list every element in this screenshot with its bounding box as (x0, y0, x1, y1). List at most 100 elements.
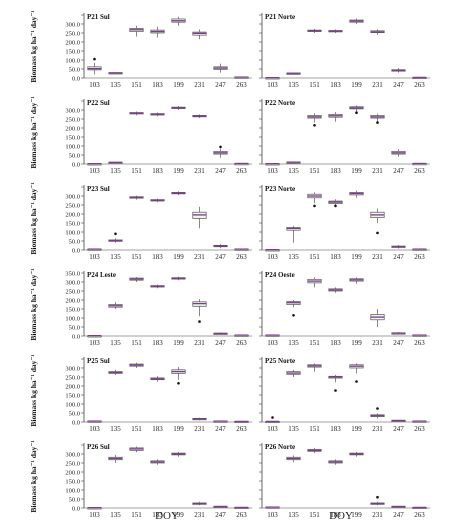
x-tick-label: 151 (309, 81, 320, 89)
panel-title: P21 Sul (87, 13, 110, 21)
facet-panel: P22 Norte 103 135 151 183 199 231 247 263 (259, 99, 430, 175)
outlier-point (376, 231, 379, 235)
y-tick-label: 0.0 (72, 162, 80, 169)
x-tick-label: 103 (267, 511, 278, 519)
x-tick-label: 199 (173, 425, 184, 433)
x-tick-label: 247 (215, 511, 226, 519)
x-tick-label: 247 (215, 81, 226, 89)
x-tick-label: 151 (309, 511, 320, 519)
x-tick-label: 151 (131, 425, 142, 433)
panel-title: P24 Leste (87, 271, 116, 279)
x-tick-label: 103 (267, 425, 278, 433)
y-tick-label: 150.0 (65, 479, 80, 486)
outlier-point (114, 232, 117, 236)
y-tick-label: 300.0 (65, 22, 80, 29)
y-tick-label: 200.0 (65, 470, 80, 477)
x-tick-label: 231 (372, 253, 383, 261)
facet-panel: 0.0 50.0 100.0 150.0 200.0 250.0 300.0 P22 Sul 1… (29, 96, 252, 175)
x-tick-label: 135 (288, 253, 299, 261)
outlier-point (198, 320, 201, 323)
y-tick-label: 200.0 (65, 212, 80, 219)
x-tick-label: 247 (215, 167, 226, 175)
y-tick-label: 50.0 (69, 239, 80, 246)
x-tick-label: 183 (152, 425, 163, 433)
x-tick-label: 135 (288, 167, 299, 175)
facet-panel: P21 Norte 103 135 151 183 199 231 247 263 (259, 13, 430, 89)
x-tick-label: 183 (330, 425, 341, 433)
y-tick-label: 0.0 (72, 420, 80, 427)
x-tick-label: 183 (330, 167, 341, 175)
y-tick-label: 150.0 (65, 307, 80, 314)
facet-panel: P25 Norte 103 135 151 183 199 231 247 263 (259, 357, 430, 433)
y-tick-label: 200.0 (65, 384, 80, 391)
y-tick-label: 100.0 (65, 316, 80, 323)
y-tick-label: 100.0 (65, 488, 80, 495)
x-tick-label: 263 (236, 81, 247, 89)
x-tick-label: 247 (393, 425, 404, 433)
y-tick-label: 300.0 (65, 194, 80, 201)
outlier-point (313, 204, 316, 208)
x-tick-label: 263 (414, 167, 425, 175)
facet-panel: P26 Norte 103 135 151 183 199 231 247 263 (259, 443, 430, 519)
outlier-point (292, 314, 295, 317)
x-tick-label: 135 (110, 167, 121, 175)
x-tick-label: 199 (173, 167, 184, 175)
x-tick-label: 199 (173, 253, 184, 261)
x-tick-label: 231 (194, 81, 205, 89)
facet-panel: 0.0 50.0 100.0 150.0 200.0 250.0 300.0 P26 Sul 1… (29, 440, 252, 519)
x-tick-label: 103 (89, 425, 100, 433)
x-tick-label: 231 (194, 511, 205, 519)
x-tick-label: 183 (152, 81, 163, 89)
panel-title: P25 Sul (87, 357, 110, 365)
x-tick-label: 151 (309, 167, 320, 175)
x-tick-label: 151 (131, 167, 142, 175)
outlier-point (376, 121, 379, 124)
y-tick-label: 250.0 (65, 289, 80, 296)
x-tick-label: 199 (351, 167, 362, 175)
x-tick-label: 151 (309, 253, 320, 261)
y-tick-label: 0.0 (72, 506, 80, 513)
x-tick-label: 135 (288, 81, 299, 89)
outlier-point (334, 389, 337, 392)
x-tick-label: 103 (89, 253, 100, 261)
x-tick-label: 183 (152, 253, 163, 261)
x-tick-label: 231 (194, 425, 205, 433)
y-tick-label: 250.0 (65, 31, 80, 38)
y-tick-label: 200.0 (65, 298, 80, 305)
y-tick-label: 200.0 (65, 40, 80, 47)
y-tick-label: 150.0 (65, 393, 80, 400)
x-tick-label: 183 (330, 253, 341, 261)
facet-panel: P23 Norte 103 135 151 183 199 231 247 263 (259, 185, 430, 261)
y-tick-label: 0.0 (72, 334, 80, 341)
x-tick-label: 247 (393, 253, 404, 261)
x-tick-label: 263 (414, 425, 425, 433)
panel-title: P26 Norte (265, 443, 295, 451)
y-tick-label: 50.0 (69, 325, 80, 332)
x-tick-label: 247 (393, 511, 404, 519)
outlier-point (219, 145, 222, 149)
panel-title: P23 Sul (87, 185, 110, 193)
x-tick-label: 247 (215, 425, 226, 433)
x-tick-label: 151 (131, 339, 142, 347)
x-tick-label: 103 (267, 167, 278, 175)
x-tick-label: 103 (267, 339, 278, 347)
x-tick-label: 263 (236, 511, 247, 519)
y-tick-label: 250.0 (65, 117, 80, 124)
x-tick-label: 183 (330, 511, 341, 519)
x-tick-label: 231 (194, 253, 205, 261)
x-tick-label: 263 (414, 81, 425, 89)
x-tick-label: 263 (414, 253, 425, 261)
y-tick-label: 250.0 (65, 203, 80, 210)
y-tick-label: 150.0 (65, 221, 80, 228)
y-tick-label: 50.0 (69, 497, 80, 504)
y-tick-label: 50.0 (69, 153, 80, 160)
x-tick-label: 103 (89, 81, 100, 89)
x-tick-label: 263 (236, 425, 247, 433)
y-tick-label: 0.0 (72, 248, 80, 255)
x-tick-label: 231 (194, 339, 205, 347)
outlier-point (355, 111, 358, 114)
y-tick-label: 300.0 (65, 366, 80, 373)
outlier-point (376, 495, 379, 499)
x-tick-label: 151 (309, 339, 320, 347)
